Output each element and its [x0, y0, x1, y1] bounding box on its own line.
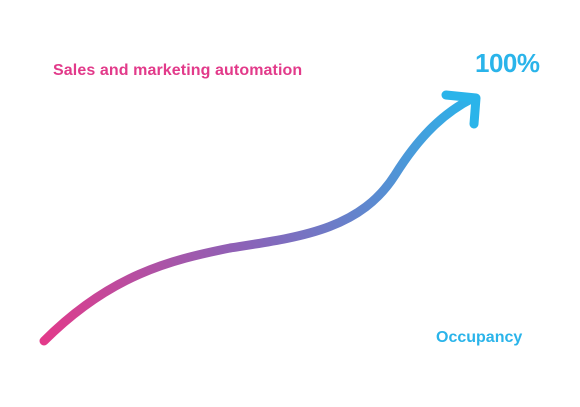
arrow-curve — [39, 93, 478, 346]
occupancy-label: Occupancy — [436, 329, 523, 346]
arrow-head-icon — [441, 90, 481, 129]
percent-label: 100% — [475, 48, 540, 78]
sales-marketing-label: Sales and marketing automation — [53, 62, 303, 79]
